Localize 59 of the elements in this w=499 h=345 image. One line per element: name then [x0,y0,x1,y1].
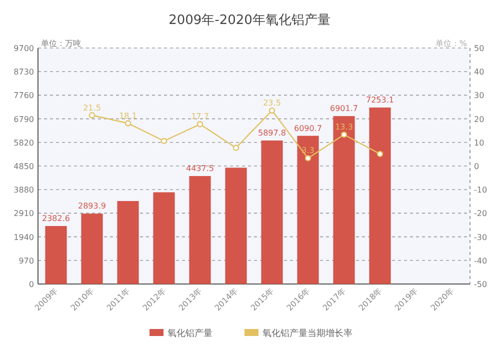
data-label: 5897.8 [258,128,286,138]
bar [225,168,247,284]
bar [45,226,67,284]
point [160,138,168,144]
y-tick-label: 1940 [14,232,34,242]
y-tick-label: 970 [18,256,34,266]
data-label: 4437.5 [186,164,214,174]
legend-label: 氧化铝产量当期增长率 [262,328,352,339]
data-label: 18.1 [119,111,137,120]
bar [81,214,103,284]
bar [189,176,211,284]
annotation: 单位：% [435,39,468,48]
y2-tick-label: 0 [474,162,480,171]
y2-tick-label: -40 [474,256,488,266]
point [196,121,204,128]
y-tick-label: 9700 [14,44,34,53]
point [232,144,240,151]
y-tick-label: 3880 [14,186,34,195]
annotation: 单位：万吨 [41,39,81,48]
bar [117,201,139,284]
y-tick-label: 6790 [14,114,34,124]
point [88,112,96,118]
y2-tick-label: 20 [474,114,484,124]
data-label: 6901.7 [330,104,358,114]
bar [297,136,319,284]
data-label: 7253.1 [366,96,394,105]
chart-title: 2009年-2020年氧化铝产量 [168,13,330,28]
y-tick-label: 4850 [14,162,34,171]
bar [153,192,175,284]
data-label: 3.3 [302,146,314,156]
y-tick-label: 7760 [14,91,34,100]
y-tick-label: 2910 [14,209,34,218]
y-tick-label: 0 [28,280,34,289]
data-label: 13.3 [335,122,353,132]
point [340,132,348,138]
y-tick-label: 8730 [14,68,34,77]
y2-tick-label: -50 [474,280,488,289]
bar [333,116,355,284]
y2-tick-label: 50 [474,44,484,53]
point [376,150,384,158]
data-label: 23.5 [263,98,281,108]
data-label: 21.5 [83,103,101,112]
legend-label: 氧化铝产量 [168,328,212,339]
y2-tick-label: 30 [474,91,484,100]
point [124,120,132,126]
y2-tick-label: 40 [474,68,484,77]
y2-tick-label: 10 [474,138,484,148]
y2-tick-label: -10 [474,186,488,195]
point [268,107,276,114]
bar [261,140,283,284]
y-tick-label: 5820 [14,138,34,148]
data-label: 2382.6 [42,214,70,224]
data-label: 2893.9 [78,202,106,211]
y2-tick-label: -30 [474,232,488,242]
point [304,155,312,162]
data-label: 6090.7 [294,124,322,133]
data-label: 17.7 [191,112,209,122]
bar [369,108,391,284]
y2-tick-label: -20 [474,209,488,218]
